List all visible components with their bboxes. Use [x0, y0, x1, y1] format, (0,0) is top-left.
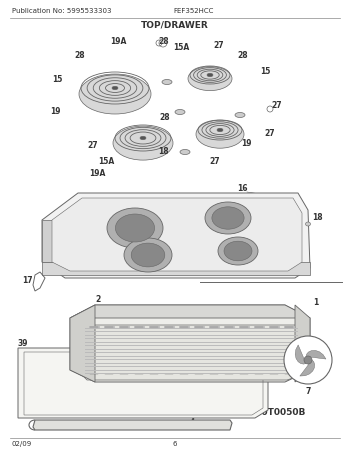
- Ellipse shape: [207, 73, 213, 77]
- Text: 17: 17: [22, 276, 33, 285]
- Text: TOP/DRAWER: TOP/DRAWER: [141, 20, 209, 29]
- Text: 1: 1: [313, 298, 318, 307]
- Polygon shape: [42, 193, 310, 278]
- Ellipse shape: [140, 136, 146, 140]
- Text: 19: 19: [241, 140, 251, 149]
- Text: 28: 28: [160, 114, 170, 122]
- Text: 27: 27: [210, 158, 220, 167]
- Polygon shape: [18, 348, 268, 418]
- Polygon shape: [295, 305, 310, 382]
- Text: 27: 27: [88, 141, 98, 150]
- Ellipse shape: [124, 238, 172, 272]
- Text: 15A: 15A: [173, 43, 189, 53]
- Text: 19: 19: [50, 107, 60, 116]
- Text: 02/09: 02/09: [12, 441, 32, 447]
- Text: 19A: 19A: [110, 38, 126, 47]
- Text: 28: 28: [159, 38, 169, 47]
- Ellipse shape: [217, 128, 223, 132]
- Ellipse shape: [107, 208, 163, 248]
- Text: 39: 39: [18, 339, 28, 348]
- Text: 2: 2: [95, 295, 100, 304]
- Ellipse shape: [180, 149, 190, 154]
- Ellipse shape: [113, 126, 173, 160]
- Ellipse shape: [131, 243, 165, 267]
- Text: FEF352HCC: FEF352HCC: [174, 8, 214, 14]
- Text: 27: 27: [272, 101, 282, 110]
- Polygon shape: [300, 360, 315, 376]
- Text: 16: 16: [237, 184, 247, 193]
- Circle shape: [304, 356, 312, 364]
- Text: T20T0050B: T20T0050B: [250, 408, 306, 417]
- Text: 18: 18: [312, 213, 323, 222]
- Polygon shape: [306, 351, 326, 359]
- Ellipse shape: [196, 120, 244, 148]
- Text: 15: 15: [52, 74, 62, 83]
- Ellipse shape: [306, 222, 310, 226]
- Polygon shape: [42, 220, 52, 262]
- Text: 18: 18: [158, 146, 168, 155]
- Text: 15A: 15A: [98, 156, 114, 165]
- Text: 28: 28: [238, 50, 248, 59]
- Ellipse shape: [116, 214, 155, 242]
- Ellipse shape: [112, 86, 118, 90]
- Polygon shape: [42, 262, 310, 275]
- Text: 19A: 19A: [89, 169, 105, 178]
- Polygon shape: [70, 305, 310, 382]
- Text: 27: 27: [214, 42, 224, 50]
- Ellipse shape: [218, 237, 258, 265]
- Text: 7: 7: [305, 387, 311, 396]
- Polygon shape: [295, 345, 306, 364]
- Text: 4: 4: [190, 418, 195, 427]
- Ellipse shape: [235, 112, 245, 117]
- Ellipse shape: [188, 67, 232, 91]
- Text: 27: 27: [265, 129, 275, 138]
- Text: 6: 6: [173, 441, 177, 447]
- Text: 28: 28: [75, 52, 85, 61]
- Ellipse shape: [212, 207, 244, 229]
- Ellipse shape: [162, 79, 172, 85]
- Polygon shape: [33, 420, 232, 430]
- Polygon shape: [80, 325, 302, 380]
- Polygon shape: [70, 305, 95, 382]
- Ellipse shape: [224, 241, 252, 261]
- Ellipse shape: [205, 202, 251, 234]
- Circle shape: [284, 336, 332, 384]
- Text: Publication No: 5995533303: Publication No: 5995533303: [12, 8, 112, 14]
- Polygon shape: [70, 305, 310, 318]
- Text: 15: 15: [260, 67, 270, 77]
- Ellipse shape: [175, 110, 185, 115]
- Polygon shape: [52, 198, 302, 271]
- Ellipse shape: [79, 74, 151, 114]
